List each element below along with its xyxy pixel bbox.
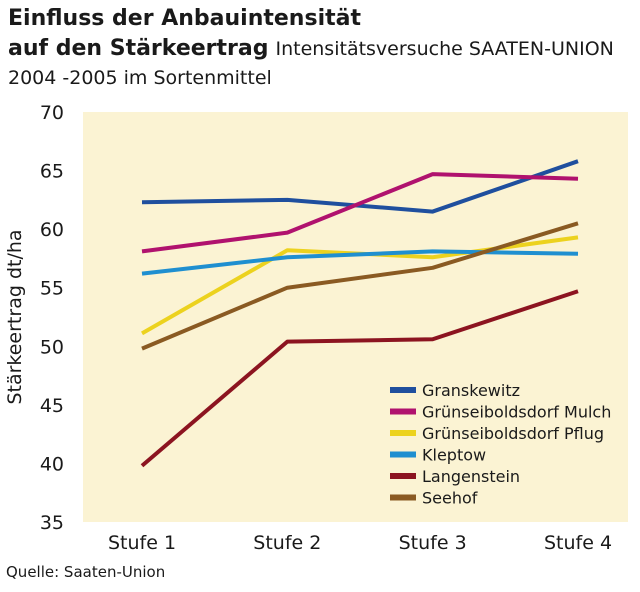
series-line [141, 221, 579, 351]
series-layer [140, 159, 579, 468]
legend-label: Granskewitz [422, 381, 520, 400]
y-tick-label: 70 [40, 102, 64, 124]
legend-label: Langenstein [422, 467, 520, 486]
legend-swatch [390, 387, 416, 393]
series-line [141, 172, 579, 254]
x-tick-label: Stufe 1 [108, 532, 176, 554]
series-line [141, 249, 579, 276]
chart-header: Einfluss der Anbauintensität auf den Stä… [8, 4, 634, 92]
chart-title: Einfluss der Anbauintensität [8, 6, 361, 31]
y-tick-label: 35 [40, 512, 64, 534]
chart-title-bold-part: auf den Stärkeertrag [8, 36, 269, 61]
y-tick-label: 65 [40, 161, 64, 183]
legend: Granskewitz Grünseiboldsdorf Mulch Grünsei… [390, 381, 611, 508]
series-line [140, 289, 579, 468]
chart-title-line-2: auf den Stärkeertrag Intensitätsversuche… [8, 34, 634, 64]
legend-swatch [390, 408, 416, 415]
chart-subtitle-years: 2004 -2005 im Sortenmittel [8, 67, 272, 89]
y-tick-label: 60 [40, 219, 64, 241]
x-tick-label: Stufe 3 [399, 532, 467, 554]
legend-label: Kleptow [422, 446, 486, 465]
y-axis-label: Stärkeertrag dt/ha [4, 229, 26, 404]
x-tick-label: Stufe 2 [253, 532, 321, 554]
legend-swatch [390, 430, 416, 436]
y-tick-label: 40 [40, 453, 64, 475]
source-note: Quelle: Saaten-Union [6, 563, 166, 581]
legend-label: Grünseiboldsdorf Pflug [422, 424, 604, 443]
x-tick-label: Stufe 4 [544, 532, 612, 554]
y-tick-label: 55 [40, 278, 64, 300]
x-axis: Stufe 1 Stufe 2 Stufe 3 Stufe 4 [108, 532, 612, 554]
y-tick-label: 45 [40, 395, 64, 417]
y-tick-label: 50 [40, 336, 64, 358]
legend-label: Grünseiboldsdorf Mulch [422, 403, 611, 422]
legend-swatch [390, 473, 416, 479]
y-axis: 35 40 45 50 55 60 65 70 [40, 102, 64, 534]
chart-subtitle: Intensitätsversuche SAATEN-UNION [275, 38, 614, 60]
series-line [141, 159, 579, 214]
legend-swatch [390, 494, 416, 501]
legend-swatch [390, 451, 416, 458]
legend-label: Seehof [422, 489, 478, 508]
